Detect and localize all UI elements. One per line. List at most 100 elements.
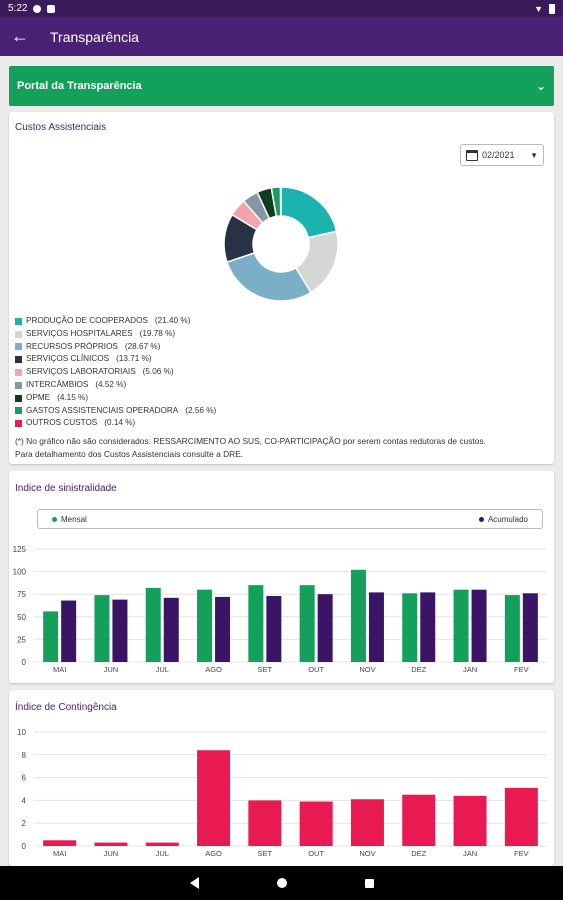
- bar[interactable]: [112, 599, 128, 662]
- bar[interactable]: [453, 795, 487, 846]
- bar[interactable]: [145, 842, 179, 846]
- bar[interactable]: [368, 592, 384, 662]
- custos-card: Custos Assistenciais 02/2021 ▼ PRODUÇÃO …: [9, 112, 554, 464]
- y-tick-label: 100: [13, 568, 27, 577]
- x-tick-label: AGO: [205, 849, 222, 858]
- legend-swatch: [15, 369, 22, 377]
- legend-label: GASTOS ASSISTENCIAIS OPERADORA: [26, 405, 179, 415]
- bar[interactable]: [215, 596, 231, 662]
- nav-home-icon[interactable]: [276, 878, 287, 888]
- legend-label: RECURSOS PRÓPRIOS: [26, 341, 118, 351]
- bar[interactable]: [350, 569, 366, 662]
- bar[interactable]: [350, 799, 384, 846]
- legend-label: INTERCÂMBIOS: [26, 379, 89, 389]
- bar[interactable]: [43, 840, 77, 846]
- bar[interactable]: [299, 585, 315, 662]
- wifi-icon: ▼: [534, 3, 543, 14]
- x-tick-label: JAN: [463, 849, 477, 858]
- legend-item[interactable]: OPME (4.15 %): [15, 392, 216, 405]
- legend-pct: (13.71 %): [116, 354, 152, 364]
- bar[interactable]: [94, 842, 128, 846]
- x-tick-label: SET: [258, 665, 273, 674]
- legend-label: PRODUÇÃO DE COOPERADOS: [26, 316, 148, 325]
- legend-item[interactable]: INTERCÂMBIOS (4.52 %): [15, 379, 216, 392]
- bar[interactable]: [43, 611, 59, 662]
- legend-swatch: [15, 356, 22, 364]
- legend-item[interactable]: OUTROS CUSTOS (0.14 %): [15, 417, 216, 430]
- bar[interactable]: [420, 592, 436, 662]
- bar[interactable]: [522, 593, 538, 662]
- sinistralidade-legend: Mensal Acumulado: [37, 509, 543, 529]
- y-tick-label: 75: [17, 590, 26, 599]
- legend-label: SERVIÇOS LABORATORIAIS: [26, 367, 136, 377]
- arrow-left-icon[interactable]: ←: [11, 26, 29, 46]
- legend-item[interactable]: RECURSOS PRÓPRIOS (28.67 %): [15, 341, 216, 354]
- legend-swatch: [15, 317, 22, 325]
- x-tick-label: JUL: [156, 849, 169, 858]
- status-bar: 5:22 ▼: [0, 0, 563, 17]
- bar[interactable]: [299, 801, 333, 846]
- x-tick-label: NOV: [359, 665, 375, 674]
- bar[interactable]: [145, 587, 161, 662]
- bar[interactable]: [163, 597, 179, 662]
- custos-donut-chart: [223, 186, 339, 302]
- legend-mensal[interactable]: Mensal: [52, 515, 87, 524]
- date-picker-button[interactable]: 02/2021 ▼: [460, 144, 544, 166]
- chevron-down-icon: ⌄: [535, 79, 546, 93]
- x-tick-label: JAN: [463, 665, 477, 674]
- legend-swatch: [15, 407, 22, 415]
- bar[interactable]: [248, 800, 282, 846]
- contingencia-bar-chart: 0 2 4 6 8 10 MAI JUN JUL AGO SET OUT NOV DEZ JAN FEV: [17, 728, 547, 858]
- y-tick-label: 2: [22, 819, 27, 828]
- x-tick-label: SET: [258, 849, 273, 858]
- bar[interactable]: [471, 589, 487, 662]
- bar[interactable]: [266, 596, 282, 662]
- legend-pct: (19.78 %): [139, 328, 176, 338]
- legend-swatch: [15, 394, 22, 402]
- x-tick-label: AGO: [205, 665, 222, 674]
- bar[interactable]: [504, 595, 520, 662]
- x-tick-label: DEZ: [411, 849, 426, 858]
- donut-slice[interactable]: [226, 251, 313, 302]
- nav-back-icon[interactable]: [189, 877, 199, 889]
- legend-pct: (28.67 %): [124, 341, 161, 351]
- legend-acumulado-label: Acumulado: [487, 514, 528, 524]
- legend-pct: (21.40 %): [154, 316, 191, 325]
- x-tick-label: MAI: [53, 849, 66, 858]
- y-tick-label: 0: [22, 842, 27, 851]
- x-tick-label: OUT: [308, 665, 324, 674]
- date-value: 02/2021: [482, 150, 515, 160]
- bar[interactable]: [197, 750, 231, 846]
- sinistralidade-card: Indice de sinistralidade Mensal Acumulad…: [9, 471, 554, 683]
- nav-recent-icon[interactable]: [364, 878, 374, 888]
- bar[interactable]: [402, 593, 418, 662]
- legend-acumulado[interactable]: Acumulado: [478, 514, 528, 524]
- donut-slice[interactable]: [279, 186, 282, 217]
- y-tick-label: 25: [17, 635, 26, 644]
- legend-item[interactable]: SERVIÇOS CLÍNICOS (13.71 %): [15, 353, 216, 366]
- legend-label: OUTROS CUSTOS: [26, 418, 98, 428]
- legend-item[interactable]: SERVIÇOS HOSPITALARES (19.78 %): [15, 328, 216, 341]
- legend-mensal-dot: [52, 516, 57, 522]
- bar[interactable]: [94, 595, 110, 662]
- portal-transparencia-dropdown[interactable]: Portal da Transparência ⌄: [9, 66, 554, 106]
- donut-slice[interactable]: [280, 186, 338, 239]
- sim-icon: [47, 4, 56, 13]
- bar[interactable]: [453, 589, 469, 662]
- y-tick-label: 125: [13, 545, 27, 554]
- bar[interactable]: [402, 794, 436, 846]
- legend-item[interactable]: SERVIÇOS LABORATORIAIS (5.06 %): [15, 366, 216, 379]
- bar[interactable]: [317, 594, 333, 662]
- bar[interactable]: [504, 787, 538, 846]
- legend-item[interactable]: PRODUÇÃO DE COOPERADOS (21.40 %): [15, 315, 216, 328]
- x-tick-label: FEV: [514, 849, 529, 858]
- bar[interactable]: [61, 600, 77, 662]
- x-tick-label: NOV: [359, 849, 375, 858]
- contingencia-card: Índice de Contingência 0 2 4 6 8 10 MAI JUN JUL A…: [9, 690, 554, 866]
- legend-pct: (4.15 %): [57, 392, 89, 402]
- bar[interactable]: [197, 589, 213, 662]
- y-tick-label: 6: [22, 774, 27, 783]
- legend-item[interactable]: GASTOS ASSISTENCIAIS OPERADORA (2.56 %): [15, 405, 216, 418]
- legend-swatch: [15, 381, 22, 389]
- bar[interactable]: [248, 585, 264, 662]
